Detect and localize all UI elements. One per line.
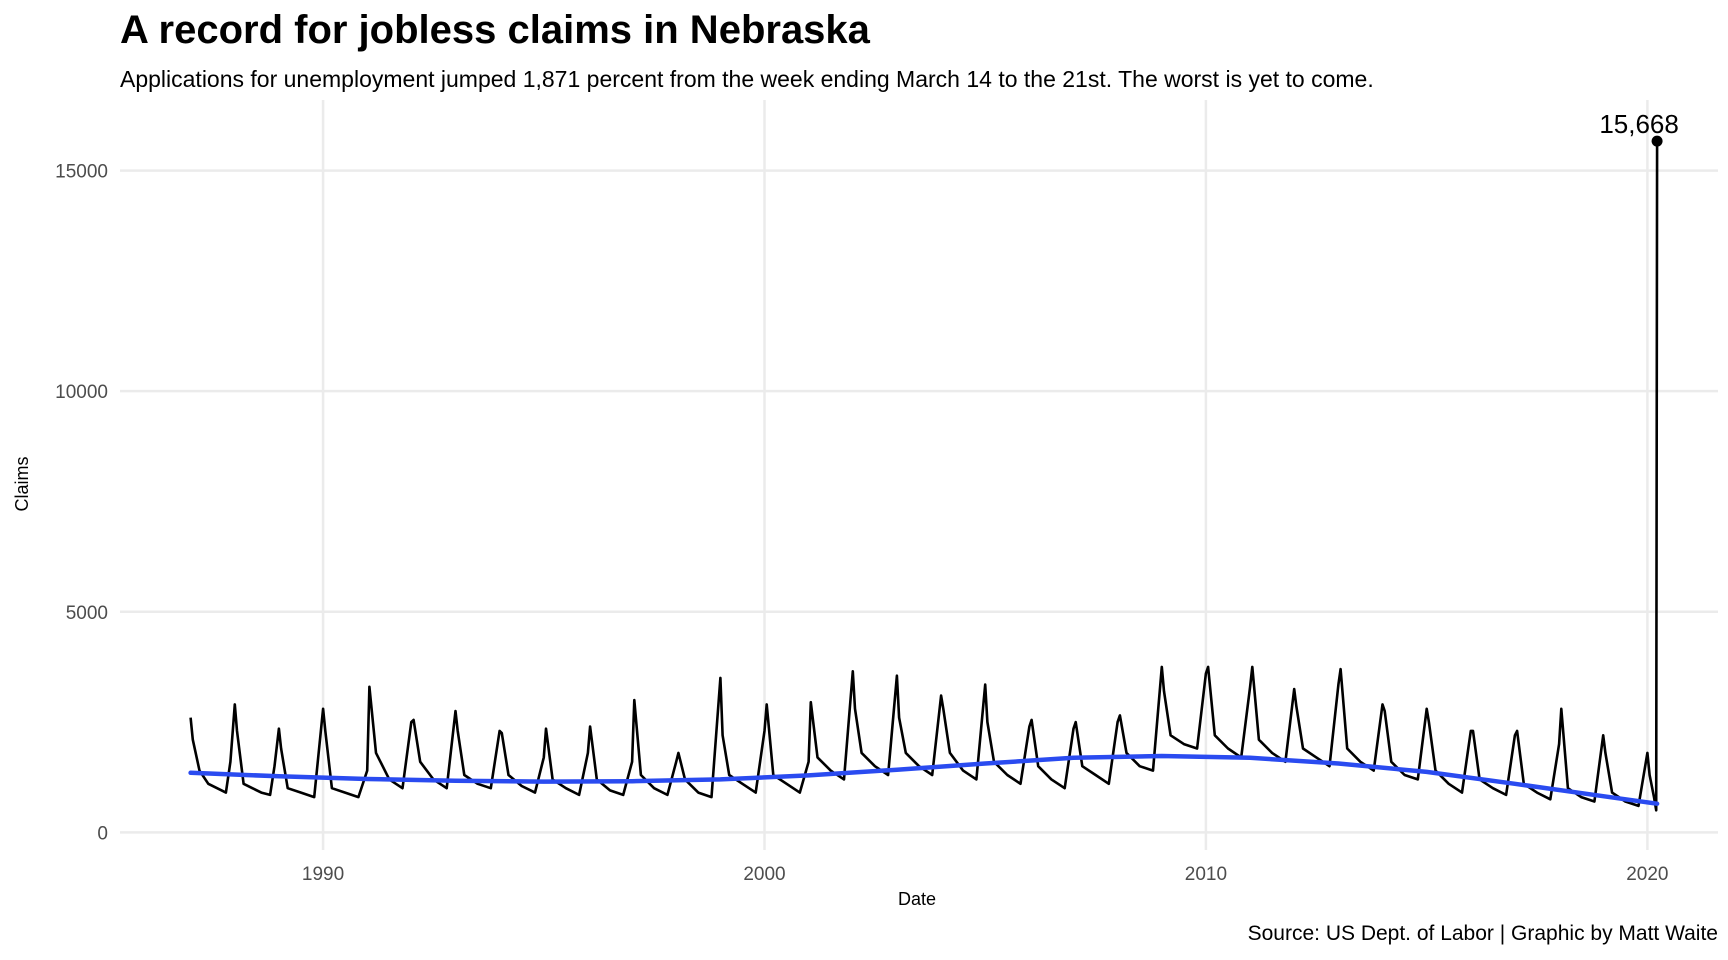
grid-lines [120,100,1718,850]
y-axis-ticks: 0 5000 10000 15000 [55,162,108,845]
x-tick-label: 2010 [1185,864,1227,885]
x-tick-label: 2020 [1626,864,1668,885]
x-axis-ticks: 1990 2000 2010 2020 [302,864,1669,885]
chart-title: A record for jobless claims in Nebraska [120,8,870,52]
y-tick-label: 10000 [55,382,108,403]
chart-caption: Source: US Dept. of Labor | Graphic by M… [1247,922,1718,945]
annotations: 15,668 [1599,109,1679,147]
trend-line [188,753,1660,806]
y-axis-title: Claims [12,456,32,511]
peak-point [1651,135,1663,147]
weekly-claims-line [189,141,1659,812]
peak-label: 15,668 [1599,109,1679,139]
y-tick-label: 15000 [55,162,108,183]
y-tick-label: 5000 [66,603,108,624]
x-tick-label: 2000 [743,864,785,885]
y-tick-label: 0 [97,823,108,844]
series-lines [188,141,1660,812]
x-axis-title: Date [898,889,936,909]
x-tick-label: 1990 [302,864,344,885]
chart-subtitle: Applications for unemployment jumped 1,8… [120,66,1374,92]
